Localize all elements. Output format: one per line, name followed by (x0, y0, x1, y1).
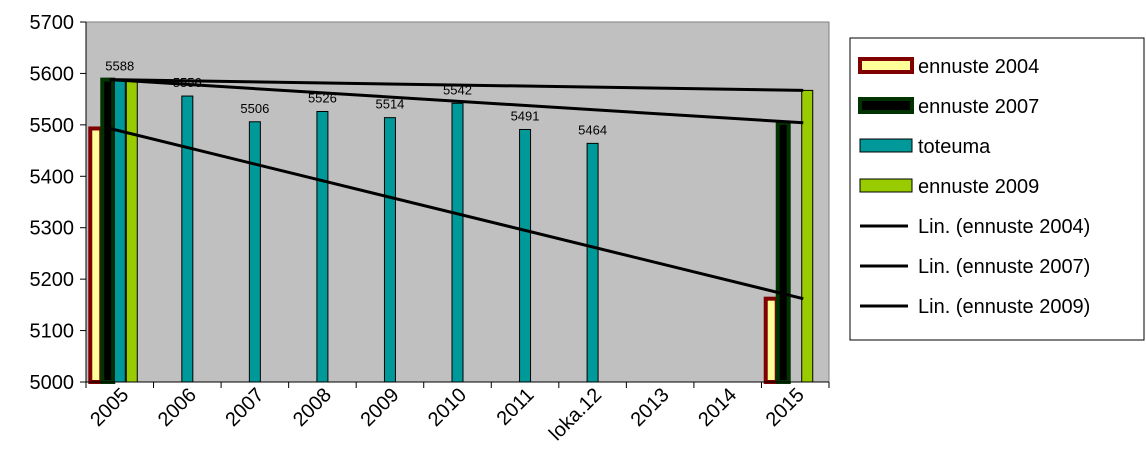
legend-label: Lin. (ennuste 2004) (918, 216, 1090, 238)
bar-ennuste-2004-2005 (88, 126, 104, 384)
y-tick-label: 5700 (30, 12, 75, 34)
y-tick-label: 5200 (30, 269, 75, 291)
bar-toteuma-2011 (519, 128, 532, 383)
x-tick-label: 2005 (86, 384, 133, 431)
bar-ennuste-2007-2005 (100, 77, 116, 384)
trendline-lin-ennuste-2007- (109, 78, 804, 125)
y-tick-label: 5000 (30, 372, 75, 394)
y-tick-label: 5100 (30, 321, 75, 343)
data-label: 5542 (443, 82, 472, 97)
legend-swatch-ennuste-2004 (858, 57, 914, 74)
legend-label: ennuste 2009 (918, 176, 1039, 198)
x-tick-label: 2008 (289, 384, 336, 431)
x-tick-label: 2010 (424, 384, 471, 431)
trendline-lin-ennuste-2004- (109, 127, 804, 301)
bar-toteuma-loka12 (586, 142, 599, 383)
bar-ennuste-2007-2015 (775, 120, 791, 385)
data-label: 5491 (511, 108, 540, 123)
bar-ennuste-2009-2015 (801, 89, 814, 383)
trendline-lin-ennuste-2009- (109, 78, 804, 92)
x-tick-label: 2013 (627, 384, 674, 431)
x-tick-label: 2015 (762, 384, 809, 431)
bar-ennuste-2004-2015 (763, 296, 779, 384)
x-tick-label: 2011 (493, 384, 539, 430)
y-tick-label: 5500 (30, 115, 75, 137)
legend-label: Lin. (ennuste 2009) (918, 296, 1090, 318)
legend-swatch-ennuste-2007 (858, 97, 914, 114)
data-labels-layer: 5588 5556 5506 5526 5514 5542 5491 5464 (105, 59, 607, 138)
legend-label: Lin. (ennuste 2007) (918, 256, 1090, 278)
x-tick-label: loka.12 (545, 384, 606, 445)
bar-toteuma-2010 (451, 102, 464, 383)
data-label: 5514 (375, 97, 404, 112)
bar-toteuma-2009 (383, 117, 396, 383)
legend: ennuste 2004 ennuste 2007 toteuma ennuste 2… (849, 37, 1145, 341)
data-label: 5556 (173, 75, 202, 90)
y-tick-label: 5300 (30, 218, 75, 240)
x-tick-label: 2009 (356, 384, 403, 431)
data-label: 5526 (308, 90, 337, 105)
trendlines-layer (109, 78, 804, 301)
bar-toteuma-2008 (316, 110, 329, 383)
x-tick-label: 2014 (694, 384, 741, 431)
x-tick-label: 2007 (221, 384, 268, 431)
bar-toteuma-2007 (248, 121, 261, 383)
legend-swatch-ennuste-2009 (859, 178, 913, 193)
bar-toteuma-2005 (113, 79, 126, 383)
legend-swatch-toteuma (859, 138, 913, 153)
legend-label: ennuste 2007 (918, 96, 1039, 118)
data-label: 5506 (240, 101, 269, 116)
bar-ennuste-2009-2005 (125, 79, 138, 383)
legend-label: toteuma (918, 136, 991, 158)
bar-toteuma-2006 (181, 95, 194, 383)
data-label: 5464 (578, 122, 607, 137)
y-tick-label: 5600 (30, 63, 75, 85)
legend-label: ennuste 2004 (918, 56, 1039, 78)
y-tick-label: 5400 (30, 166, 75, 188)
x-tick-label: 2006 (154, 384, 201, 431)
data-label: 5588 (105, 59, 134, 74)
